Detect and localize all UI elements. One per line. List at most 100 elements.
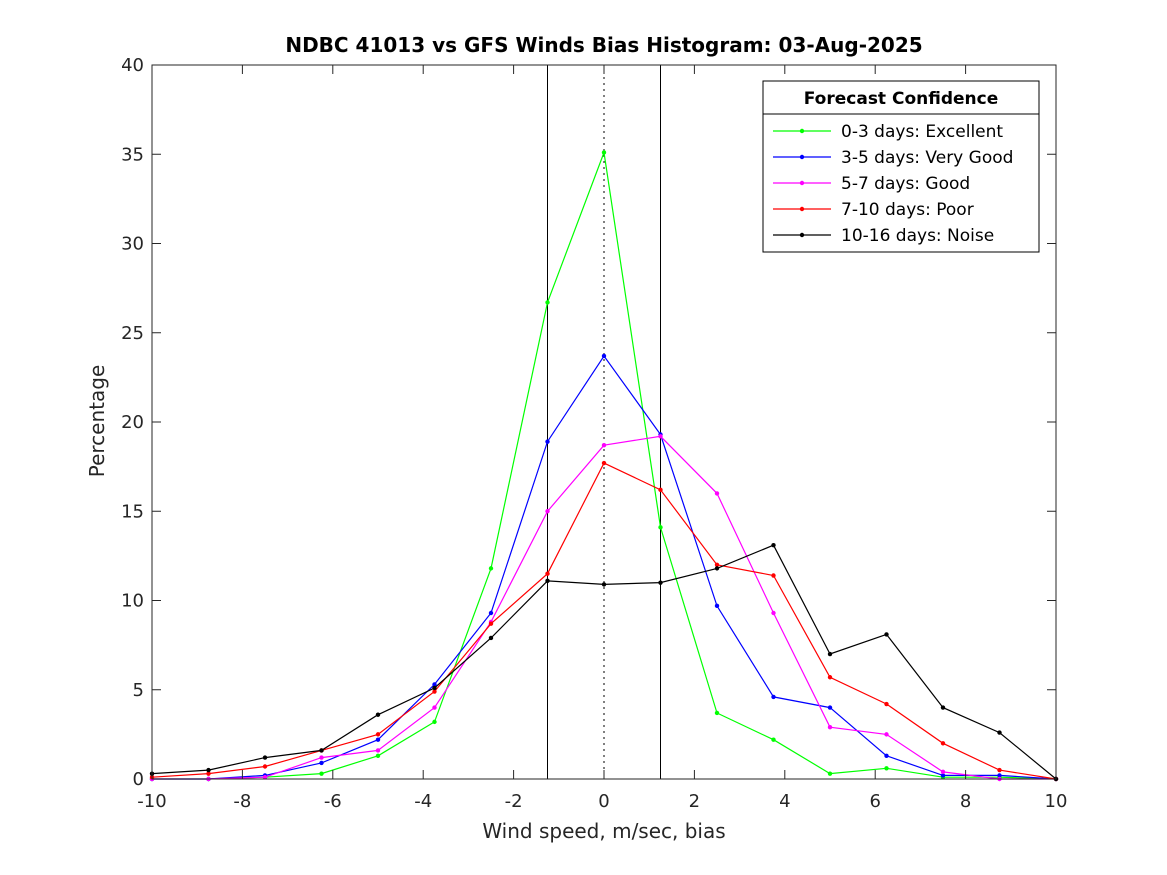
data-point <box>940 773 946 778</box>
data-point <box>262 764 268 769</box>
data-point <box>432 685 437 691</box>
data-point <box>771 694 776 700</box>
data-point <box>997 767 1002 773</box>
data-point <box>262 775 268 780</box>
y-tick-label: 10 <box>121 591 144 612</box>
data-point <box>375 712 381 717</box>
data-point <box>884 753 889 758</box>
x-tick-label: 0 <box>598 791 609 812</box>
data-point <box>488 635 494 641</box>
x-tick-label: 4 <box>779 791 790 812</box>
y-tick-label: 30 <box>121 234 144 255</box>
data-point <box>432 689 437 694</box>
y-tick-label: 25 <box>121 323 144 344</box>
data-point <box>206 771 211 776</box>
y-tick-label: 20 <box>121 412 144 433</box>
data-point <box>940 741 946 746</box>
data-point <box>319 748 324 753</box>
data-point <box>601 460 607 466</box>
data-point <box>658 434 663 439</box>
y-tick-label: 5 <box>133 680 144 701</box>
data-point <box>771 737 776 742</box>
x-tick-label: -10 <box>137 791 166 812</box>
x-tick-label: -2 <box>505 791 523 812</box>
data-point <box>319 755 324 760</box>
data-point <box>375 737 381 742</box>
legend-swatch-marker <box>799 128 805 134</box>
data-point <box>601 353 607 359</box>
data-point <box>545 578 550 584</box>
data-point <box>319 771 324 776</box>
data-point <box>997 773 1002 778</box>
data-point <box>771 542 776 548</box>
data-point <box>940 705 946 710</box>
data-point <box>545 300 550 305</box>
x-axis-label: Wind speed, m/sec, bias <box>482 819 725 843</box>
data-point <box>545 571 550 576</box>
data-point <box>375 748 381 753</box>
data-point <box>375 732 381 737</box>
data-point <box>658 580 663 585</box>
data-point <box>827 771 833 776</box>
y-tick-label: 15 <box>121 501 144 522</box>
data-point <box>997 730 1002 735</box>
legend-swatch-marker <box>799 232 805 238</box>
chart-title: NDBC 41013 vs GFS Winds Bias Histogram: … <box>285 33 922 57</box>
data-point <box>432 705 437 710</box>
legend-entry-label: 5-7 days: Good <box>841 174 970 194</box>
y-tick-label: 35 <box>121 144 144 165</box>
legend-swatch-marker <box>799 154 805 160</box>
data-point <box>714 562 720 567</box>
data-point <box>827 651 833 657</box>
data-point <box>827 705 833 710</box>
x-tick-label: -6 <box>324 791 342 812</box>
x-tick-label: 8 <box>960 791 971 812</box>
data-point <box>206 767 211 773</box>
x-tick-label: -8 <box>233 791 251 812</box>
x-tick-label: 2 <box>689 791 700 812</box>
x-tick-label: 6 <box>869 791 880 812</box>
data-point <box>432 682 437 687</box>
data-point <box>262 755 268 760</box>
legend-swatch-marker <box>799 180 805 186</box>
legend-entry-label: 7-10 days: Poor <box>841 200 974 220</box>
data-point <box>771 573 776 578</box>
data-point <box>545 439 550 444</box>
data-point <box>488 621 494 626</box>
data-point <box>375 753 381 758</box>
data-point <box>771 610 776 616</box>
data-point <box>714 710 720 716</box>
data-point <box>884 701 889 707</box>
data-point <box>432 719 437 725</box>
data-point <box>601 582 607 587</box>
legend-entry-label: 0-3 days: Excellent <box>841 122 1003 142</box>
data-point <box>884 732 889 737</box>
data-point <box>884 766 889 771</box>
data-point <box>714 566 720 571</box>
data-point <box>488 566 494 571</box>
legend-entry-label: 10-16 days: Noise <box>841 226 994 246</box>
legend-title: Forecast Confidence <box>804 89 999 109</box>
data-point <box>601 443 607 448</box>
legend-swatch-marker <box>799 206 805 212</box>
data-point <box>319 760 324 766</box>
data-point <box>601 150 607 155</box>
data-point <box>714 603 720 609</box>
y-axis-label: Percentage <box>85 365 109 478</box>
x-tick-label: 10 <box>1045 791 1068 812</box>
x-tick-label: -4 <box>414 791 432 812</box>
data-point <box>488 610 494 616</box>
legend-entry-label: 3-5 days: Very Good <box>841 148 1013 168</box>
data-point <box>545 509 550 514</box>
legend: Forecast Confidence 0-3 days: Excellent 3-… <box>762 80 1040 253</box>
data-point <box>827 675 833 680</box>
data-point <box>714 491 720 496</box>
data-point <box>827 725 833 730</box>
data-point <box>658 487 663 493</box>
data-point <box>884 632 889 637</box>
legend-box <box>762 80 1040 253</box>
data-point <box>940 769 946 775</box>
y-tick-label: 40 <box>121 55 144 76</box>
data-point <box>658 525 663 530</box>
